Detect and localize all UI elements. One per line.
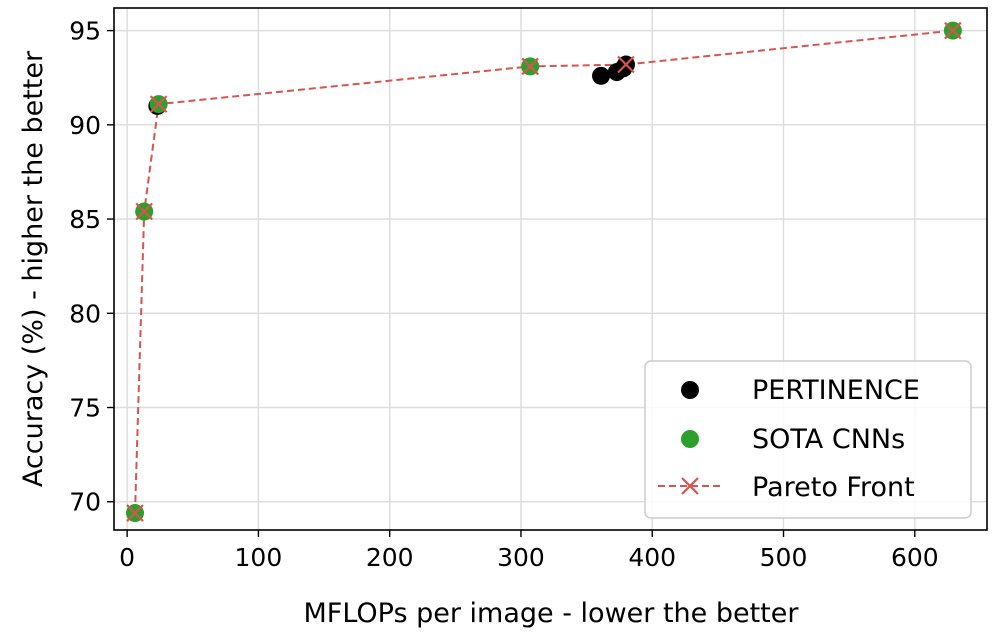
- y-axis-label: Accuracy (%) - higher the better: [18, 50, 49, 487]
- y-tick-label: 80: [69, 299, 101, 328]
- data-layer: [126, 21, 962, 523]
- y-tick-label: 90: [69, 111, 101, 140]
- x-tick-label: 600: [891, 543, 939, 572]
- legend-marker-pertinence: [681, 381, 699, 399]
- pareto-front-marker: [126, 504, 144, 522]
- pareto-front-marker: [135, 202, 153, 221]
- x-tick-label: 300: [497, 543, 545, 572]
- y-tick-label: 85: [69, 205, 101, 234]
- y-tick-label: 70: [69, 488, 101, 517]
- legend: PERTINENCE SOTA CNNs Pareto Front: [644, 360, 972, 519]
- pareto-front-marker: [944, 21, 962, 40]
- legend-marker-sota: [681, 430, 699, 448]
- x-tick-label: 500: [760, 543, 808, 572]
- pareto-front-line: [134, 29, 953, 514]
- y-tick-label: 75: [69, 394, 101, 423]
- legend-label-pertinence: PERTINENCE: [752, 375, 920, 406]
- x-tick-label: 100: [235, 543, 283, 572]
- pareto-front-marker: [521, 57, 539, 76]
- legend-label-pareto: Pareto Front: [752, 472, 915, 503]
- x-axis-label: MFLOPs per image - lower the better: [304, 598, 800, 629]
- x-tick-label: 200: [366, 543, 414, 572]
- pareto-front-marker: [617, 55, 635, 74]
- plot-frame: [113, 7, 988, 531]
- legend-label-sota: SOTA CNNs: [752, 424, 905, 455]
- pertinence-point: [592, 66, 611, 85]
- gridlines: [114, 8, 987, 530]
- x-tick-label: 0: [119, 543, 135, 572]
- y-tick-label: 95: [69, 17, 101, 46]
- legend-box: [644, 360, 972, 519]
- pareto-front-marker: [149, 95, 168, 113]
- x-tick-label: 400: [628, 543, 676, 572]
- tick-layer: 0 100 200 300 400 500 600 70 75 80 85 90 95: [69, 17, 938, 572]
- legend-marker-pareto: [681, 477, 699, 495]
